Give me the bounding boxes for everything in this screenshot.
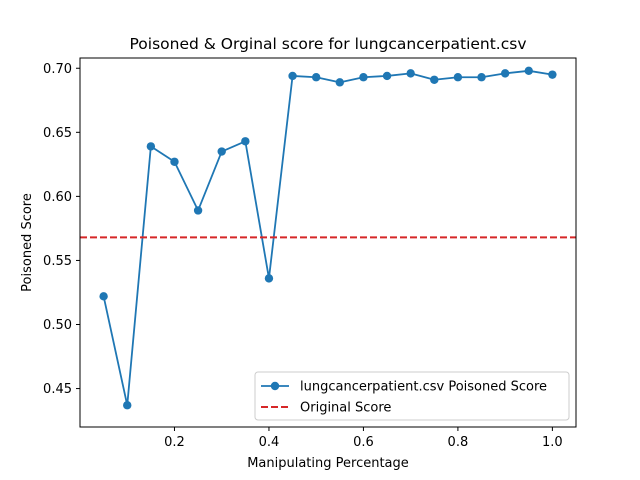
poisoned-score-point: [311, 73, 321, 82]
poisoned-score-point: [146, 142, 156, 151]
y-tick-label: 0.60: [43, 190, 72, 205]
poisoned-score-point: [99, 292, 108, 301]
y-tick-label: 0.70: [43, 62, 72, 77]
poisoned-score-point: [335, 78, 345, 87]
poisoned-score-point: [170, 157, 179, 166]
x-tick-label: 1.0: [542, 435, 563, 450]
poisoned-score-point: [453, 73, 463, 82]
x-tick-label: 0.8: [448, 435, 469, 450]
legend-box: [254, 371, 570, 421]
poisoned-score-point: [477, 73, 486, 82]
axis-ticks: 0.2 0.4 0.6 0.8 1.0 0.45 0.50 0.55 0.60 0.65 0.70: [43, 62, 563, 450]
poisoned-score-point: [264, 274, 274, 283]
legend-label: Original Score: [300, 401, 391, 416]
poisoned-score-point: [359, 73, 368, 82]
y-axis-title: Poisoned Score: [20, 193, 35, 292]
poisoned-score-point: [500, 69, 510, 78]
poisoned-score-point: [217, 147, 226, 156]
legend: lungcancerpatient.csv Poisoned Score Orig…: [254, 371, 570, 421]
poisoned-score-point: [524, 66, 533, 76]
legend-label: lungcancerpatient.csv Poisoned Score: [300, 380, 547, 395]
poisoned-score-point: [548, 70, 557, 79]
y-tick-label: 0.65: [43, 126, 72, 141]
y-tick-label: 0.55: [43, 254, 72, 269]
x-axis-title: Manipulating Percentage: [247, 456, 409, 471]
y-tick-label: 0.45: [43, 382, 72, 397]
chart-title: Poisoned & Orginal score for lungcancerp…: [129, 35, 526, 53]
x-tick-label: 0.2: [164, 435, 185, 450]
legend-marker-poisoned: [270, 381, 280, 391]
poisoned-score-point: [193, 206, 203, 215]
x-tick-label: 0.4: [259, 435, 280, 450]
poisoned-score-point: [288, 71, 297, 81]
poisoned-score-point: [241, 137, 250, 146]
poisoned-score-point: [406, 69, 415, 78]
plot-frame: [79, 57, 577, 428]
poisoned-score-point: [430, 75, 439, 84]
y-tick-label: 0.50: [43, 318, 72, 333]
poisoned-score-point: [382, 71, 392, 81]
plot-area: [80, 66, 576, 410]
poisoned-score-point: [123, 401, 132, 410]
x-tick-label: 0.6: [353, 435, 374, 450]
